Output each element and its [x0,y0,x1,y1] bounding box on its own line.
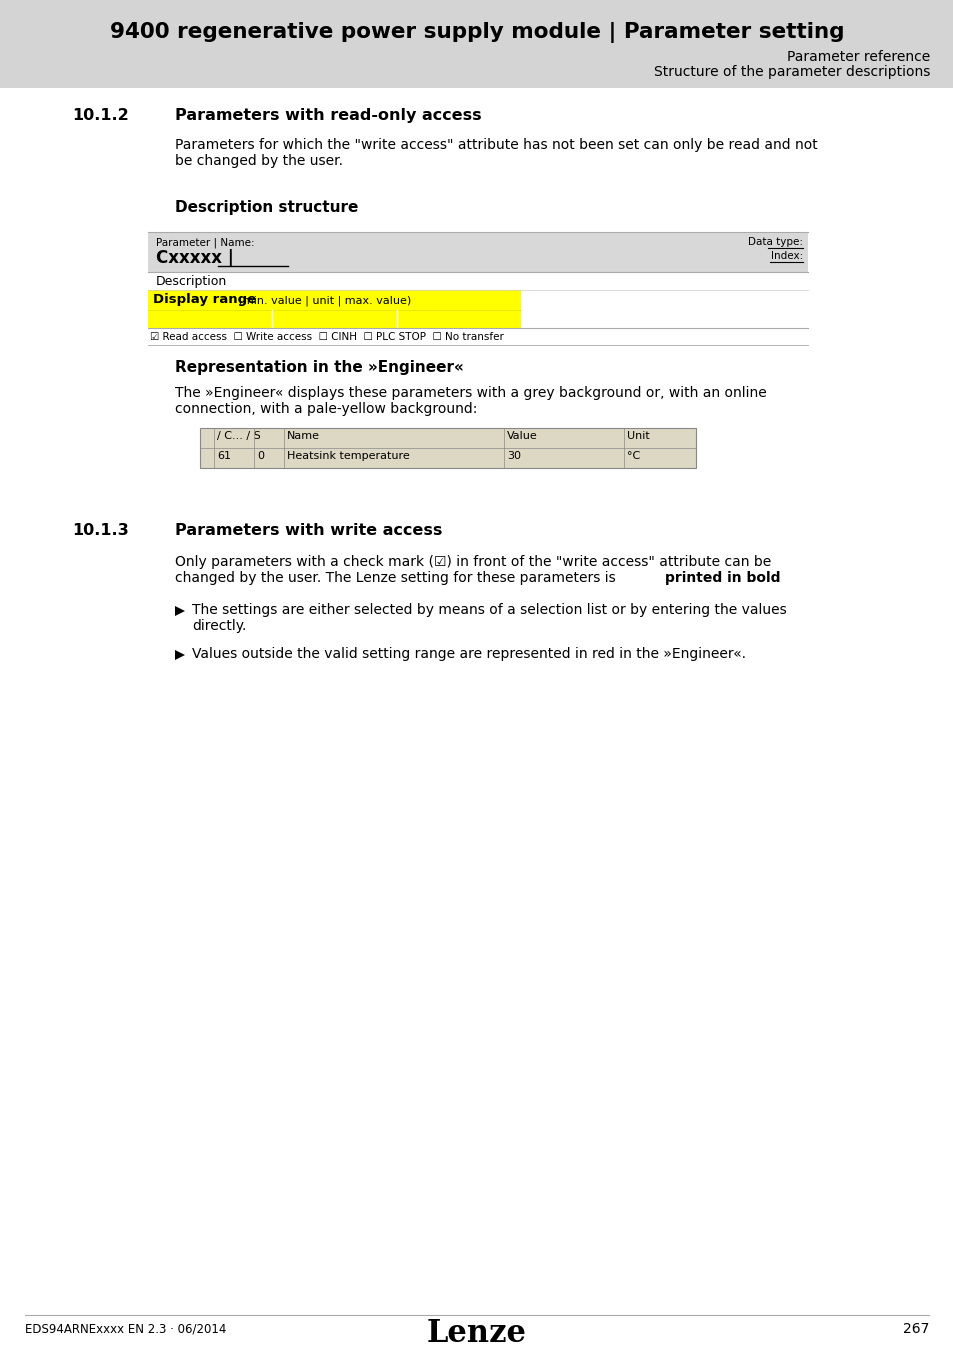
Text: Parameters with write access: Parameters with write access [174,522,442,539]
Text: Only parameters with a check mark (☑) in front of the "write access" attribute c: Only parameters with a check mark (☑) in… [174,555,770,568]
Text: EDS94ARNExxxx EN 2.3 · 06/2014: EDS94ARNExxxx EN 2.3 · 06/2014 [25,1322,226,1335]
Text: Value: Value [506,431,537,441]
Text: Description structure: Description structure [174,200,358,215]
Text: connection, with a pale-yellow background:: connection, with a pale-yellow backgroun… [174,402,476,416]
Text: Heatsink temperature: Heatsink temperature [287,451,410,460]
Text: Structure of the parameter descriptions: Structure of the parameter descriptions [653,65,929,80]
Bar [200,428,696,468]
Text: ☑ Read access  ☐ Write access  ☐ CINH  ☐ PLC STOP  ☐ No transfer: ☑ Read access ☐ Write access ☐ CINH ☐ PL… [150,332,503,342]
Text: Parameter reference: Parameter reference [786,50,929,63]
Text: 30: 30 [506,451,520,460]
Bar [148,290,520,310]
Text: Index:: Index: [770,251,802,261]
Text: Parameter | Name:: Parameter | Name: [156,238,254,247]
Text: The settings are either selected by means of a selection list or by entering the: The settings are either selected by mean… [192,603,786,617]
Text: changed by the user. The Lenze setting for these parameters is: changed by the user. The Lenze setting f… [174,571,619,585]
Polygon shape [174,649,185,660]
Text: 9400 regenerative power supply module | Parameter setting: 9400 regenerative power supply module | … [110,22,843,43]
Text: directly.: directly. [192,620,246,633]
Text: 10.1.3: 10.1.3 [71,522,129,539]
Text: Name: Name [287,431,319,441]
Text: Cxxxxx |: Cxxxxx | [156,248,233,267]
Bar [148,310,520,328]
Text: Lenze: Lenze [427,1318,526,1349]
Text: 10.1.2: 10.1.2 [71,108,129,123]
Text: Parameters for which the "write access" attribute has not been set can only be r: Parameters for which the "write access" … [174,138,817,153]
Text: 0: 0 [256,451,264,460]
Bar [148,271,807,290]
Text: °C: °C [626,451,639,460]
Text: printed in bold: printed in bold [664,571,780,585]
Text: 61: 61 [216,451,231,460]
Text: / C... / S: / C... / S [216,431,260,441]
Text: Values outside the valid setting range are represented in red in the »Engineer«.: Values outside the valid setting range a… [192,647,745,662]
Polygon shape [174,606,185,616]
Text: Unit: Unit [626,431,649,441]
Bar [0,0,953,88]
Text: .: . [747,571,752,585]
Text: The »Engineer« displays these parameters with a grey background or, with an onli: The »Engineer« displays these parameters… [174,386,766,400]
Text: be changed by the user.: be changed by the user. [174,154,343,167]
Text: Description: Description [156,275,227,288]
Text: (min. value | unit | max. value): (min. value | unit | max. value) [234,296,411,305]
Bar [148,232,807,271]
Text: Display range: Display range [152,293,255,306]
Text: Data type:: Data type: [747,238,802,247]
Text: Parameters with read-only access: Parameters with read-only access [174,108,481,123]
Text: Representation in the »Engineer«: Representation in the »Engineer« [174,360,463,375]
Text: 267: 267 [902,1322,928,1336]
